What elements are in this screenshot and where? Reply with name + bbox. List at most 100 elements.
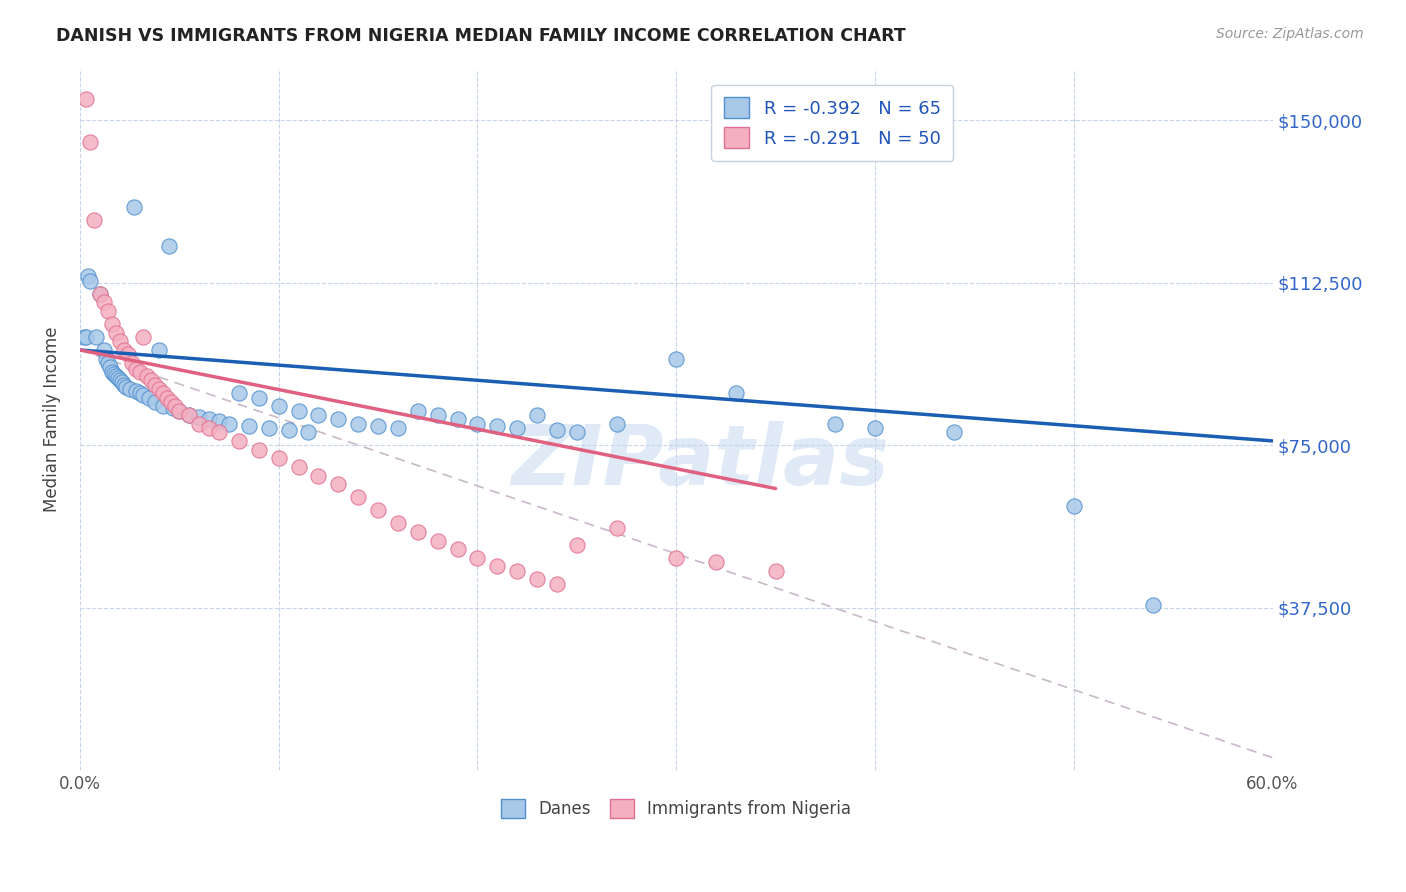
Point [104,368,127,383]
Text: ZIPatlas: ZIPatlas [512,421,889,502]
Point [89,286,111,301]
Point [79,274,101,288]
Y-axis label: Median Family Income: Median Family Income [44,326,60,512]
Point [83,213,105,227]
Point [247,391,270,405]
Point [347,417,370,431]
Point [152,386,174,401]
Point [218,417,240,431]
Point [665,351,688,366]
Point [145,377,167,392]
Point [665,550,688,565]
Point [104,326,127,340]
Point [565,538,588,552]
Point [467,417,489,431]
Point [179,408,201,422]
Point [426,533,449,548]
Point [467,550,489,565]
Point [114,380,136,394]
Point [526,408,548,422]
Point [765,564,787,578]
Point [167,403,190,417]
Point [100,317,122,331]
Point [406,524,429,539]
Point [228,434,250,448]
Point [122,200,145,214]
Point [863,421,886,435]
Point [117,347,139,361]
Point [103,367,125,381]
Point [198,412,221,426]
Point [307,408,329,422]
Point [165,399,187,413]
Point [148,343,170,357]
Point [328,412,350,426]
Point [406,403,429,417]
Point [128,365,150,379]
Point [446,412,468,426]
Point [98,360,121,375]
Point [546,576,568,591]
Point [138,391,160,405]
Point [1063,499,1085,513]
Point [75,92,97,106]
Point [198,421,221,435]
Point [208,414,231,428]
Point [526,573,548,587]
Point [97,356,120,370]
Point [152,399,174,413]
Point [76,269,98,284]
Point [387,421,409,435]
Point [486,559,509,574]
Point [297,425,319,440]
Point [162,401,184,416]
Point [157,239,180,253]
Point [606,520,628,534]
Point [307,468,329,483]
Point [107,371,129,385]
Point [506,421,529,435]
Point [128,386,150,401]
Point [145,395,167,409]
Point [287,403,309,417]
Point [943,425,966,440]
Point [247,442,270,457]
Point [546,423,568,437]
Point [110,376,132,390]
Point [141,373,163,387]
Point [257,421,280,435]
Point [108,373,131,387]
Point [167,403,190,417]
Point [287,459,309,474]
Text: DANISH VS IMMIGRANTS FROM NIGERIA MEDIAN FAMILY INCOME CORRELATION CHART: DANISH VS IMMIGRANTS FROM NIGERIA MEDIAN… [56,27,905,45]
Point [267,451,290,466]
Point [75,330,97,344]
Point [704,555,727,569]
Point [267,399,290,413]
Point [124,362,146,376]
Point [132,330,155,344]
Legend: Danes, Immigrants from Nigeria: Danes, Immigrants from Nigeria [495,792,858,825]
Point [148,382,170,396]
Point [84,330,107,344]
Point [188,410,211,425]
Point [94,351,117,366]
Point [1142,599,1164,613]
Point [79,135,101,149]
Point [367,503,389,517]
Point [328,477,350,491]
Point [136,368,159,383]
Point [108,334,131,349]
Point [132,388,155,402]
Point [446,542,468,557]
Text: Source: ZipAtlas.com: Source: ZipAtlas.com [1216,27,1364,41]
Point [118,382,141,396]
Point [387,516,409,531]
Point [724,386,747,401]
Point [89,286,111,301]
Point [188,417,211,431]
Point [506,564,529,578]
Point [179,408,201,422]
Point [124,384,146,398]
Point [93,343,115,357]
